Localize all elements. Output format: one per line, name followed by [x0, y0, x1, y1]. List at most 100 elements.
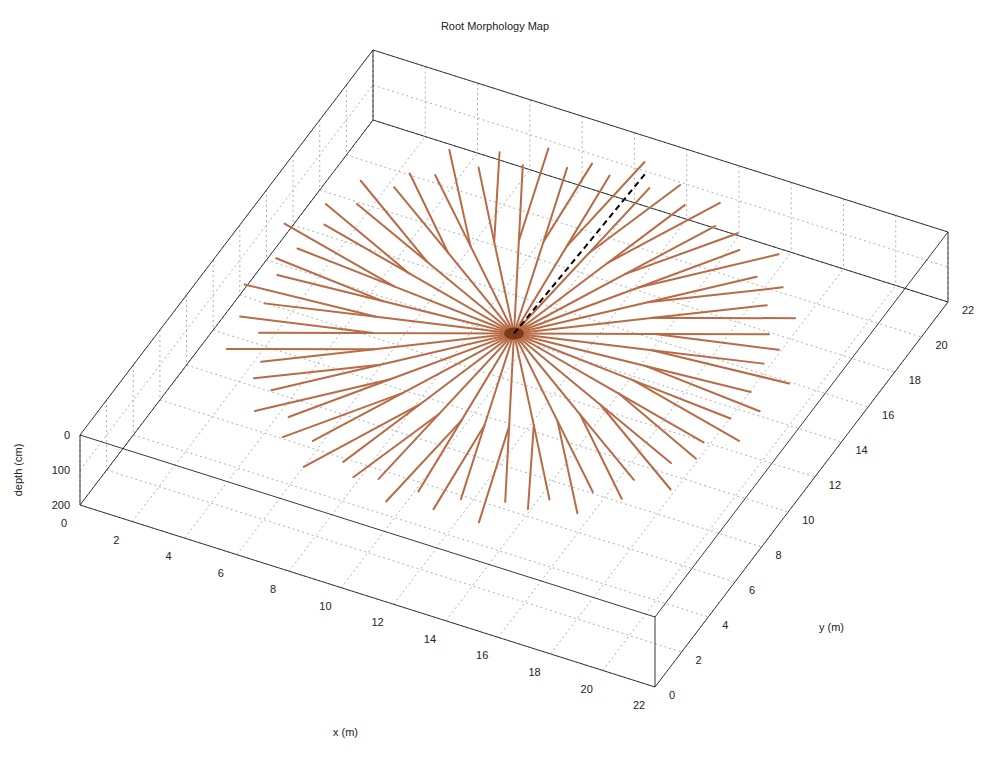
z-tick-label: 0: [64, 429, 70, 441]
x-tick-label: 16: [476, 649, 488, 661]
root: [514, 334, 760, 412]
root: [514, 334, 789, 384]
grid-line-x: [738, 166, 739, 236]
root: [289, 379, 390, 417]
root: [655, 333, 769, 335]
root: [514, 334, 739, 441]
box-edge: [655, 302, 948, 687]
root: [410, 173, 514, 333]
x-tick-label: 6: [218, 567, 224, 579]
root: [479, 334, 514, 523]
y-tick-label: 20: [935, 339, 947, 351]
grid-line-y: [160, 400, 735, 582]
root: [259, 332, 373, 334]
grid-line-y: [107, 470, 682, 652]
grid-line-x: [895, 215, 896, 285]
y-tick-label: 16: [882, 409, 894, 421]
tick-labels: 0246810121416182022024681012141618202201…: [52, 304, 975, 711]
y-tick-label: 8: [776, 549, 782, 561]
chart: Root Morphology Map 0 2 4 6 8 10 12 14 16 18 20 22 0 2…: [0, 0, 1000, 760]
root: [276, 258, 514, 333]
root: [245, 284, 514, 333]
grid-line-x: [655, 302, 948, 687]
y-tick-label: 10: [802, 514, 814, 526]
grid-line-x: [948, 232, 949, 302]
grid-line-x: [843, 199, 844, 269]
box: [80, 50, 948, 687]
x-tick-label: 14: [424, 633, 436, 645]
root: [514, 185, 680, 333]
root: [633, 380, 730, 418]
x-tick-label: 4: [165, 550, 171, 562]
root: [652, 350, 764, 363]
box-edge: [80, 505, 655, 687]
root: [461, 425, 485, 499]
root: [514, 162, 645, 334]
root: [514, 334, 779, 350]
y-tick-label: 6: [749, 584, 755, 596]
root: [240, 317, 514, 334]
box-edge: [655, 617, 656, 687]
y-tick-label: 12: [829, 479, 841, 491]
root: [264, 303, 376, 316]
grid-line-z: [373, 85, 948, 267]
root: [394, 187, 448, 253]
root: [638, 250, 739, 288]
root: [505, 426, 509, 501]
box-edge: [948, 232, 949, 302]
root: [653, 305, 766, 318]
grid-line-x: [373, 50, 374, 120]
roots: [227, 149, 795, 523]
background: [0, 0, 1000, 760]
root: [285, 224, 514, 334]
grid-line-x: [132, 137, 425, 522]
root: [386, 334, 514, 502]
box-edge: [80, 435, 81, 505]
x-tick-label: 22: [633, 699, 645, 711]
x-tick-label: 20: [581, 683, 593, 695]
root: [379, 414, 440, 479]
box-edge: [373, 50, 948, 232]
grid-line-z: [80, 85, 373, 470]
grid-line-x: [529, 100, 530, 170]
grid-line-x: [289, 186, 582, 571]
grid-line-y: [106, 400, 107, 470]
z-axis-label: depth (cm): [12, 444, 24, 497]
y-tick-label: 2: [696, 654, 702, 666]
root: [298, 248, 395, 286]
grid-line-z: [80, 120, 373, 505]
root: [254, 334, 514, 379]
grid-line-x: [791, 182, 792, 252]
root: [479, 167, 495, 241]
y-axis-label: y (m): [819, 621, 844, 633]
grid-line-y: [373, 120, 948, 302]
root: [227, 334, 514, 350]
root: [619, 394, 704, 443]
grid-line-x: [603, 285, 896, 670]
grid-line-x: [185, 153, 478, 538]
box-edge: [80, 435, 655, 617]
grid-line-y: [187, 365, 762, 547]
root: [494, 152, 514, 333]
root: [514, 334, 534, 510]
root: [534, 425, 550, 499]
root: [567, 175, 610, 246]
grid-line-x: [498, 252, 791, 637]
z-tick-label: 200: [52, 499, 70, 511]
z-tick-label: 100: [52, 464, 70, 476]
root: [357, 204, 427, 262]
grid-line-y: [266, 190, 267, 260]
y-tick-label: 0: [669, 689, 675, 701]
root: [580, 414, 634, 480]
root: [434, 334, 514, 510]
grid: [80, 50, 948, 687]
y-tick-label: 18: [909, 374, 921, 386]
root: [514, 334, 671, 490]
root: [589, 188, 650, 253]
series-line: [514, 173, 646, 333]
root: [543, 168, 567, 242]
grid-line-x: [394, 219, 687, 604]
title: Root Morphology Map: [441, 20, 549, 32]
root: [514, 334, 696, 459]
grid-line-y: [133, 365, 134, 435]
